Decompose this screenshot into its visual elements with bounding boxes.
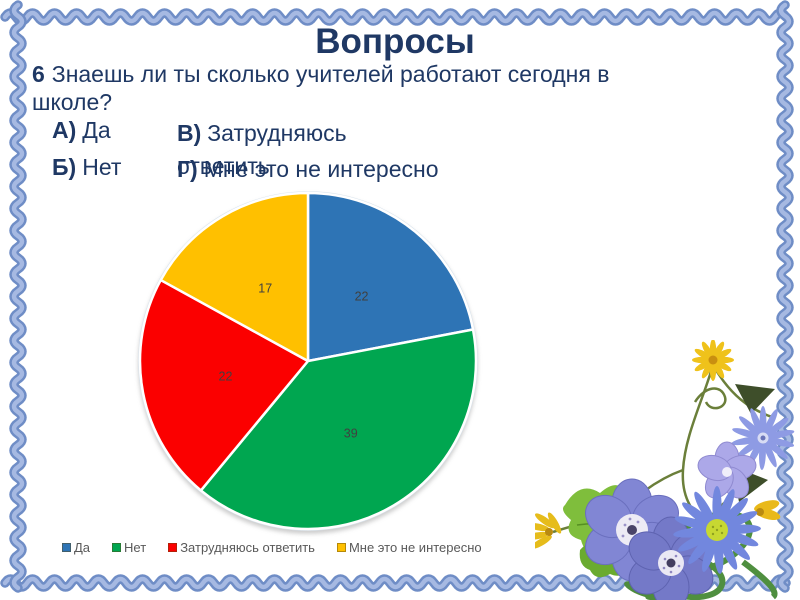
answer-text-g: Мне это не интересно (203, 156, 439, 182)
aster-flower-large (673, 486, 761, 574)
page-title: Вопросы (315, 22, 475, 61)
yellow-flower-right (754, 500, 781, 520)
legend-label-da: Да (74, 540, 91, 555)
answer-letter-a: А) (52, 117, 77, 143)
legend-item-zatrudnyayus: Затрудняюсь ответить (168, 540, 315, 555)
question-number: 6 (32, 61, 45, 87)
pie-value-label-3: 17 (258, 282, 272, 296)
answer-text-b: Нет (82, 154, 122, 180)
answer-option-b: Б) Нет (52, 154, 121, 181)
legend-label-zatrudnyayus: Затрудняюсь ответить (180, 540, 315, 555)
legend-item-ne-interesno: Мне это не интересно (336, 540, 482, 555)
legend-item-da: Да (62, 540, 90, 555)
yellow-flower-top (692, 340, 734, 381)
answer-option-v: В) Затрудняюсь ответить (177, 117, 362, 183)
answer-option-g: Г) Мне это не интересно (177, 156, 439, 183)
pie-slice-1 (199, 328, 478, 531)
answer-letter-b: Б) (52, 154, 77, 180)
legend-marker-ne-interesno (336, 543, 346, 552)
question-text: 6 Знаешь ли ты сколько учителей работают … (32, 60, 672, 116)
answer-letter-v: В) (177, 120, 202, 146)
pie-value-label-1: 39 (344, 426, 358, 440)
pie-slice-0 (306, 191, 475, 363)
answer-letter-g: Г) (177, 156, 198, 182)
answer-option-a: А) Да (52, 117, 111, 144)
question-body: Знаешь ли ты сколько учителей работают с… (32, 61, 610, 115)
pie-value-label-0: 22 (355, 289, 369, 303)
pie-value-label-2: 22 (219, 370, 233, 384)
pie-slice-3 (159, 191, 310, 363)
legend-marker-net (112, 543, 122, 552)
pie-chart-area: 22 39 22 17 (136, 189, 480, 533)
flower-decoration (535, 340, 795, 600)
legend-label-ne-interesno: Мне это не интересно (348, 540, 482, 555)
answer-text-v: Затрудняюсь ответить (177, 120, 347, 179)
yellow-flower-left (535, 512, 562, 549)
legend-item-net: Нет (112, 540, 146, 555)
legend-marker-da (62, 543, 71, 552)
legend-label-net: Нет (124, 540, 147, 555)
chart-legend: Да Нет Затрудняюсь ответить Мне это не и… (62, 540, 482, 555)
answer-text-a: Да (82, 117, 111, 143)
light-purple-flower (697, 441, 757, 499)
pie-chart: 22 39 22 17 (138, 191, 478, 531)
legend-marker-zatrudnyayus (168, 543, 178, 552)
pie-slice-2 (138, 278, 310, 492)
